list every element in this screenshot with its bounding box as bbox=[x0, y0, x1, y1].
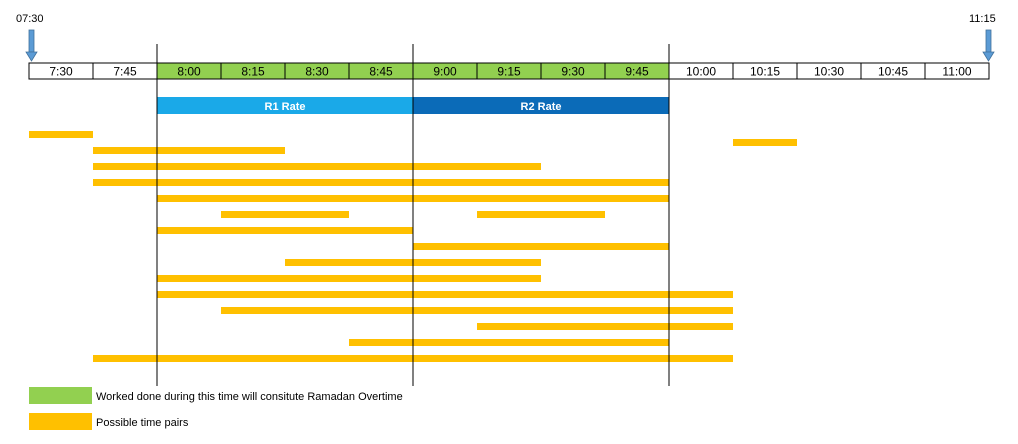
timeline-slot-label: 7:30 bbox=[49, 65, 73, 79]
time-pair-bar bbox=[93, 179, 669, 186]
start-arrow-icon bbox=[25, 29, 38, 62]
timeline-slot-label: 9:30 bbox=[561, 65, 585, 79]
time-pair-bar bbox=[29, 131, 93, 138]
timeline-slot-label: 7:45 bbox=[113, 65, 137, 79]
rate-band bbox=[157, 97, 413, 114]
timeline-slot-label: 9:15 bbox=[497, 65, 521, 79]
time-pair-bar bbox=[157, 227, 413, 234]
legend-label-overtime: Worked done during this time will consit… bbox=[96, 391, 403, 403]
rate-band bbox=[413, 97, 669, 114]
timeline-slot-label: 10:00 bbox=[686, 65, 716, 79]
legend: Worked done during this time will consit… bbox=[29, 387, 403, 430]
timeline-slot-label: 8:30 bbox=[305, 65, 329, 79]
timeline-slot-label: 9:00 bbox=[433, 65, 457, 79]
timeline-slot-label: 8:15 bbox=[241, 65, 265, 79]
timeline-slot-label: 9:45 bbox=[625, 65, 649, 79]
legend-swatch-time-pairs bbox=[29, 413, 92, 430]
time-pair-bar bbox=[477, 211, 605, 218]
timeline-slot-label: 8:00 bbox=[177, 65, 201, 79]
timeline-slot-label: 8:45 bbox=[369, 65, 393, 79]
time-pair-bar bbox=[157, 291, 733, 298]
timeline-slot-label: 11:00 bbox=[942, 65, 971, 79]
time-pair-bar bbox=[413, 243, 669, 250]
time-pair-bar bbox=[221, 211, 349, 218]
period-dividers bbox=[156, 44, 670, 386]
time-pair-bar bbox=[221, 307, 733, 314]
time-pair-bar bbox=[349, 339, 669, 346]
rate-band-label: R2 Rate bbox=[521, 101, 562, 113]
end-arrow-icon bbox=[982, 29, 995, 62]
end-time-label: 11:15 bbox=[969, 13, 996, 25]
timeline-slot-label: 10:15 bbox=[750, 65, 780, 79]
rate-bands: R1 Rate R2 Rate bbox=[157, 97, 669, 114]
timeline-slot-label: 10:30 bbox=[814, 65, 844, 79]
time-pair-bar bbox=[93, 147, 285, 154]
legend-label-time-pairs: Possible time pairs bbox=[96, 417, 189, 429]
timeline-slot-label: 10:45 bbox=[878, 65, 908, 79]
timeline-slot bbox=[924, 62, 990, 80]
start-time-label: 07:30 bbox=[16, 13, 44, 25]
time-pair-bar bbox=[733, 139, 797, 146]
timeline-row: 7:30 7:45 8:00 8:15 8:30 8:45 9:00 9:15 9:30 9:45… bbox=[28, 62, 990, 80]
time-pair-bar bbox=[477, 323, 733, 330]
rate-band-label: R1 Rate bbox=[265, 101, 306, 113]
time-pair-bar bbox=[157, 275, 541, 282]
legend-swatch-overtime bbox=[29, 387, 92, 404]
time-pair-bar bbox=[93, 163, 541, 170]
